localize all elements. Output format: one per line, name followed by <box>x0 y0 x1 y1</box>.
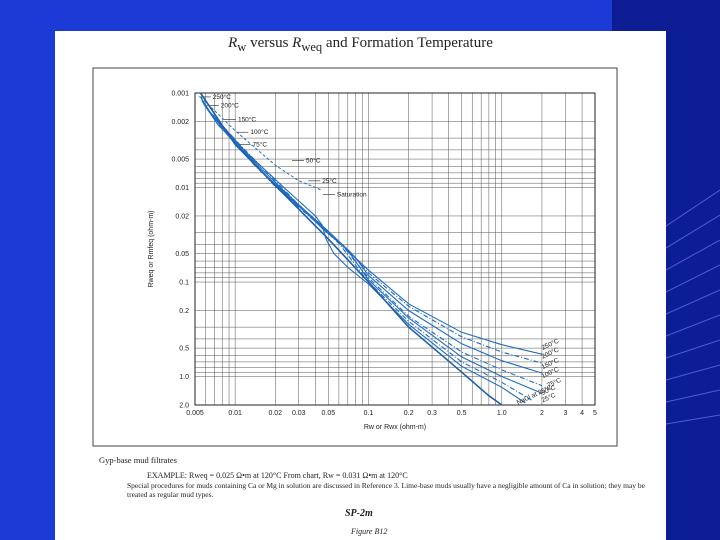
series-line <box>200 96 323 191</box>
y-tick-label: 0.01 <box>175 185 189 192</box>
x-axis-label: Rw or Rwx (ohm-m) <box>364 424 426 431</box>
y-tick-label: 0.001 <box>171 91 189 98</box>
title-y-var: R <box>292 35 302 51</box>
series-label-left: 100°C <box>250 128 268 136</box>
series-line <box>207 109 543 394</box>
series-label-left: 250°C <box>213 93 231 101</box>
x-tick-label: 0.02 <box>268 410 282 417</box>
chart-title: Rw versus Rweq and Formation Temperature <box>228 35 493 54</box>
y-tick-label: 0.1 <box>179 280 189 287</box>
x-tick-label: 3 <box>563 410 567 417</box>
page-code: SP-2m <box>345 508 373 519</box>
series-label-left: 50°C <box>306 157 321 165</box>
notes-text: Special procedures for muds containing C… <box>127 481 646 499</box>
x-tick-label: 0.2 <box>404 410 414 417</box>
y-tick-label: 1.0 <box>179 374 189 381</box>
y-tick-label: 0.2 <box>179 308 189 315</box>
y-axis-label: Rweq or Rmfeq (ohm-m) <box>148 210 155 287</box>
y-tick-label: 0.02 <box>175 213 189 220</box>
x-tick-label: 0.1 <box>364 410 374 417</box>
x-tick-label: 0.5 <box>457 410 467 417</box>
series-label-left: 200°C <box>221 101 239 109</box>
series-line <box>201 100 543 364</box>
series-label-left: 75°C <box>253 140 268 148</box>
y-tick-label: 0.05 <box>175 251 189 258</box>
series-label-left: 150°C <box>238 115 256 123</box>
example-text: EXAMPLE: Rweq = 0.025 Ω•m at 120°C From … <box>147 471 408 480</box>
figure-label: Figure B12 <box>351 527 388 536</box>
y-tick-label: 0.5 <box>179 346 189 353</box>
series-label-left: 25°C <box>322 177 337 185</box>
series-line <box>199 92 503 406</box>
title-y-sub: weq <box>301 40 323 54</box>
x-tick-label: 0.01 <box>228 410 242 417</box>
x-tick-label: 2 <box>540 410 544 417</box>
title-x-var: R <box>228 35 238 51</box>
x-tick-label: 1.0 <box>497 410 507 417</box>
series-label-left: Saturation <box>337 191 367 198</box>
caption-heading: Gyp-base mud filtrates <box>99 455 177 465</box>
chart-plot: 0.005 0.01 0.02 0.03 0.05 0.1 0.2 0.3 0.5 1.0 2 3 4 5… <box>92 67 618 447</box>
y-tick-label: 0.002 <box>171 119 189 126</box>
x-tick-label: 4 <box>580 410 584 417</box>
figure-page: Rw versus Rweq and Formation Temperature… <box>55 31 666 540</box>
x-tick-label: 0.03 <box>292 410 306 417</box>
x-tick-label: 0.05 <box>322 410 336 417</box>
y-tick-label: 2.0 <box>179 403 189 410</box>
x-tick-label: 0.005 <box>186 410 204 417</box>
title-rest: and Formation Temperature <box>325 35 493 51</box>
y-tick-label: 0.005 <box>171 157 189 164</box>
plot-border <box>194 92 596 406</box>
x-tick-label: 0.3 <box>427 410 437 417</box>
chart-frame <box>92 67 618 447</box>
series-line <box>205 106 543 387</box>
series-line <box>209 111 533 402</box>
series-line <box>212 114 526 404</box>
x-tick-label: 5 <box>593 410 597 417</box>
title-x-sub: w <box>237 40 247 54</box>
